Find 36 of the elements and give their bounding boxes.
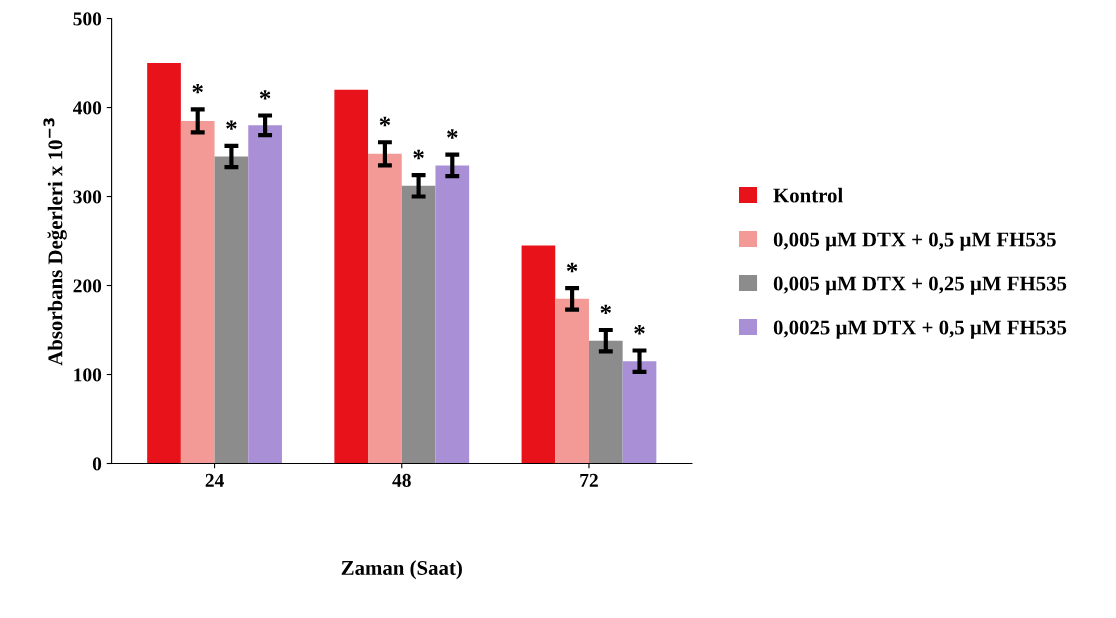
bar (334, 89, 369, 464)
data-label: * (566, 262, 578, 273)
y-tick-label: 100 (74, 368, 102, 382)
bar (521, 245, 556, 464)
x-tick-label: 48 (392, 473, 411, 487)
y-tick-label: 400 (72, 101, 102, 115)
y-tick-label: 0 (92, 457, 102, 471)
bar (622, 361, 657, 464)
data-label: * (192, 83, 203, 94)
x-tick-label: 24 (205, 473, 224, 487)
legend-label: 0,005 µM DTX + 0,25 µM FH535 (773, 276, 1067, 295)
bar (588, 340, 623, 464)
bar (214, 156, 249, 464)
x-tick-label: 72 (580, 473, 598, 487)
y-tick-label: 200 (73, 279, 102, 293)
legend-label: Kontrol (773, 187, 843, 203)
bar (180, 120, 215, 464)
data-label: * (600, 304, 612, 315)
y-tick-label: 300 (73, 190, 102, 204)
legend-label: 0,005 µM DTX + 0,5 µM FH535 (773, 232, 1056, 251)
y-axis-title: Absorbans Değerleri x 10$^{−3}$ (43, 118, 67, 366)
data-label: * (413, 149, 424, 160)
x-axis-title: Zaman (Saat) (341, 560, 462, 580)
data-label: * (447, 129, 458, 139)
bar (368, 153, 402, 464)
legend-label: 0,0025 µM DTX + 0,5 µM FH535 (773, 320, 1067, 339)
data-label: * (379, 116, 391, 127)
bar (401, 185, 436, 464)
data-label: * (259, 90, 271, 100)
data-label: * (226, 120, 237, 130)
bar (248, 125, 282, 464)
y-tick-label: 500 (73, 12, 102, 26)
data-label: * (634, 325, 645, 335)
bar (555, 298, 589, 464)
bar (147, 63, 181, 464)
bar (435, 165, 470, 464)
